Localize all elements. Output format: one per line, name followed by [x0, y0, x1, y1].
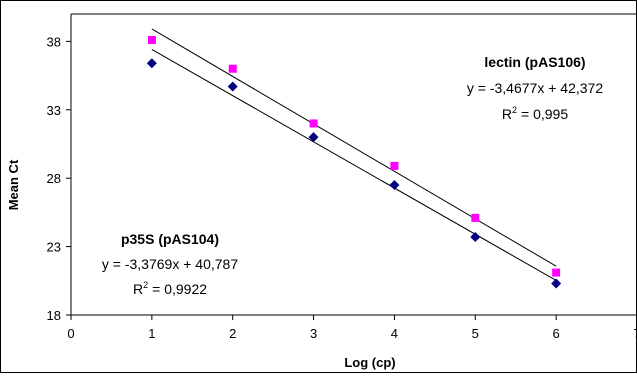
p35s-r2-value: = 0,9922	[152, 281, 207, 297]
x-tick-label: 0	[67, 326, 74, 341]
y-tick-label: 23	[47, 240, 61, 255]
y-axis-ticks: 18 23 28 33 38	[47, 34, 71, 323]
data-point-diamond	[389, 180, 400, 191]
markers	[146, 35, 562, 289]
trendline-series-0	[151, 28, 557, 267]
data-point-diamond	[551, 278, 562, 289]
data-point-square	[228, 64, 237, 73]
data-point-square	[471, 213, 480, 222]
x-tick-label: 4	[391, 326, 398, 341]
x-tick-label: 3	[310, 326, 317, 341]
p35s-r2: R2 = 0,9922	[133, 280, 207, 297]
data-point-diamond	[308, 132, 319, 143]
lectin-r2-label: R	[502, 106, 512, 122]
data-point-diamond	[227, 81, 238, 92]
y-axis-title: Mean Ct	[6, 159, 21, 210]
data-point-square	[309, 119, 318, 128]
lectin-equation: y = -3,4677x + 42,372	[467, 80, 603, 96]
data-point-square	[552, 268, 561, 277]
p35s-r2-sup: 2	[143, 280, 148, 290]
p35s-series-label: p35S (pAS104)	[121, 231, 219, 247]
y-tick-label: 33	[47, 103, 61, 118]
data-point-square	[390, 161, 399, 170]
x-tick-label: 1	[148, 326, 155, 341]
data-point-diamond	[470, 232, 481, 243]
y-tick-label: 18	[47, 308, 61, 323]
p35s-r2-label: R	[133, 281, 143, 297]
y-tick-label: 38	[47, 34, 61, 49]
trendline-series-1	[151, 49, 557, 281]
x-tick-label: 7	[633, 326, 637, 341]
x-tick-label: 2	[229, 326, 236, 341]
lectin-r2-sup: 2	[512, 105, 517, 115]
lectin-r2-value: = 0,995	[521, 106, 568, 122]
data-point-square	[147, 35, 156, 44]
x-tick-label: 6	[553, 326, 560, 341]
lectin-series-label: lectin (pAS106)	[484, 54, 585, 70]
plot-area	[70, 13, 637, 316]
p35s-equation: y = -3,3769x + 40,787	[102, 256, 238, 272]
x-axis-title: Log (cp)	[344, 355, 395, 370]
x-axis-ticks: 0 1 2 3 4 5 6 7	[67, 315, 637, 341]
data-point-diamond	[146, 58, 157, 69]
lectin-r2: R2 = 0,995	[502, 105, 568, 122]
x-tick-label: 5	[472, 326, 479, 341]
trendlines	[151, 28, 557, 281]
y-tick-label: 28	[47, 171, 61, 186]
